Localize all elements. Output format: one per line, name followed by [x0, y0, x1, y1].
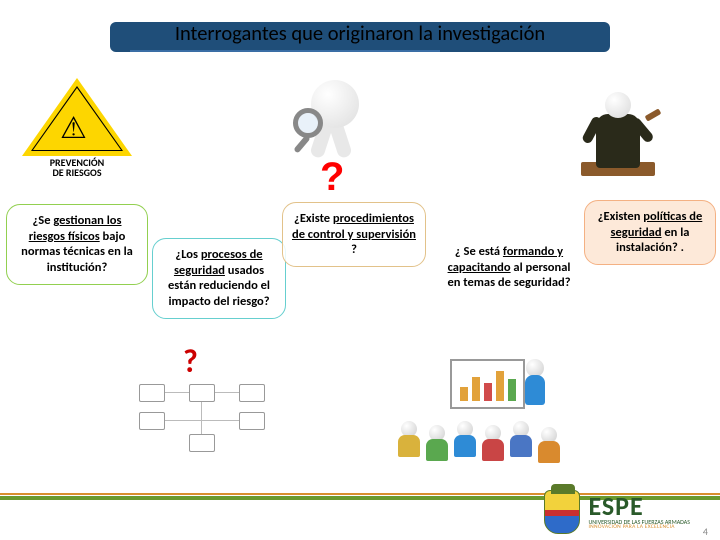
chart-bar	[496, 371, 504, 401]
espe-logo: ESPE UNIVERSIDAD DE LAS FUERZAS ARMADAS …	[544, 490, 690, 534]
chart-bar	[508, 379, 516, 401]
audience-figure	[510, 421, 532, 457]
flowchart-qmark-icon: ?	[183, 342, 198, 381]
audience-figure	[454, 421, 476, 457]
chart-bar	[472, 377, 480, 401]
meeting-graphic	[390, 355, 585, 470]
audience-figure	[482, 425, 504, 461]
audience-figure	[538, 427, 560, 463]
flowchart-graphic: ?	[135, 350, 275, 460]
presentation-board	[450, 359, 525, 409]
question-box-4: ¿ Se está formando y capacitando al pers…	[439, 236, 579, 299]
presenter-figure	[526, 359, 545, 405]
audience-figure	[398, 421, 420, 457]
slide-title: Interrogantes que originaron la investig…	[140, 20, 580, 46]
question-mark-icon: ?	[320, 155, 344, 200]
question-box-2: ¿Los procesos de seguridad usados están …	[152, 238, 286, 319]
question-box-3: ¿Existe procedimientos de control y supe…	[282, 202, 426, 267]
question-box-5: ¿Existen políticas de seguridad en la in…	[584, 200, 716, 265]
logo-tagline: INNOVACIÓN PARA LA EXCELENCIA	[588, 525, 690, 531]
shield-icon	[544, 490, 580, 534]
audience-figure	[426, 425, 448, 461]
title-underline	[130, 50, 440, 52]
question-box-1: ¿Se gestionan los riesgos físicos bajo n…	[6, 204, 148, 285]
judge-graphic	[573, 86, 663, 186]
slip-icon: ⚠	[60, 110, 87, 147]
warning-label: PREVENCIÓNDE RIESGOS	[18, 158, 136, 178]
warning-sign-graphic: ⚠ PREVENCIÓNDE RIESGOS	[18, 78, 136, 178]
magnifier-icon	[293, 108, 323, 138]
gavel-icon	[645, 108, 662, 121]
page-number: 4	[703, 525, 708, 538]
chart-bar	[460, 387, 468, 401]
chart-bar	[484, 383, 492, 401]
logo-name: ESPE	[588, 493, 690, 519]
